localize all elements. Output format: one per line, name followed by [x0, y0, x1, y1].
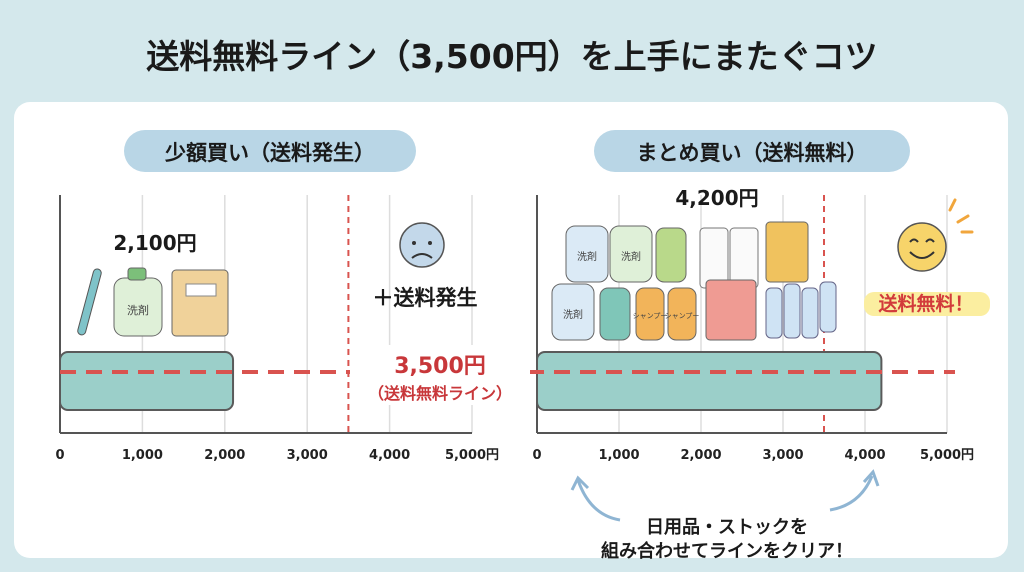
- tick-label: 5,000円: [445, 448, 499, 463]
- smiling-face-icon: [897, 198, 974, 272]
- tick-label: 1,000: [122, 448, 163, 463]
- product-label: 洗剤: [127, 303, 149, 317]
- right-total-label: 4,200円: [675, 186, 758, 210]
- left-status-text: ＋送料発生: [373, 286, 478, 310]
- arrow-right-icon: [829, 475, 874, 512]
- tick-label: 2,000: [204, 448, 245, 463]
- tick-label: 0: [532, 448, 541, 463]
- water-bottles-icon: [765, 281, 837, 339]
- right-heading: まとめ買い（送料無料）: [637, 141, 868, 165]
- highlight: [864, 292, 990, 316]
- product-label: シャンプー: [665, 312, 700, 320]
- tick-label: 4,000: [844, 448, 885, 463]
- content-panel: [14, 102, 1008, 558]
- pet-food-bag-icon: [705, 221, 809, 341]
- page-title: 送料無料ライン（3,500円）を上手にまたぐコツ: [146, 37, 877, 76]
- product-label: 洗剤: [621, 250, 641, 263]
- sad-face-icon: [399, 222, 445, 268]
- arrow-left-icon: [576, 479, 621, 522]
- bar: [536, 351, 883, 411]
- detergent-bottle-icon: 洗剤: [113, 267, 163, 337]
- right-heading-pill: まとめ買い（送料無料）: [594, 130, 910, 172]
- tick-label: 4,000: [369, 448, 410, 463]
- tick-label: 2,000: [680, 448, 721, 463]
- threshold-label-bg: [350, 345, 530, 405]
- tip-line-2: 組み合わせてラインをクリア！: [601, 540, 853, 562]
- threshold-value: 3,500円: [394, 354, 486, 379]
- product-label: シャンプー: [633, 312, 668, 320]
- left-heading-pill: 少額買い（送料発生）: [124, 130, 416, 172]
- tick-label: 3,000: [762, 448, 803, 463]
- product-label: 洗剤: [563, 308, 583, 321]
- shampoo-bottles-icon: シャンプー シャンプー: [599, 227, 700, 341]
- tick-label: 0: [55, 448, 64, 463]
- left-heading: 少額買い（送料発生）: [164, 141, 375, 165]
- toilet-paper-icon: [699, 227, 759, 289]
- tick-label: 5,000円: [920, 448, 974, 463]
- tick-label: 3,000: [287, 448, 328, 463]
- detergent-bottles-icon: 洗剤 洗剤 洗剤: [551, 225, 653, 341]
- notebook-icon: [171, 269, 229, 337]
- tip-line-1: 日用品・ストックを: [646, 517, 808, 538]
- toothbrush-icon: [77, 268, 102, 336]
- bar: [59, 351, 235, 411]
- left-chart: 0 1,000 2,000 3,000 4,000 5,000円: [55, 195, 499, 463]
- right-status-text: 送料無料！: [878, 292, 973, 315]
- product-label: 洗剤: [577, 250, 597, 263]
- threshold-caption: （送料無料ライン）: [368, 384, 512, 403]
- tick-label: 1,000: [598, 448, 639, 463]
- left-total-label: 2,100円: [113, 231, 196, 255]
